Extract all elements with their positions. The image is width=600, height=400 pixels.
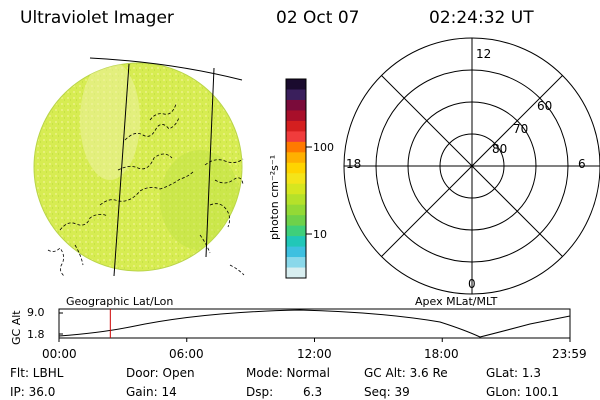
alt-xtick-0600: 06:00: [169, 347, 204, 361]
status-seq: Seq: 39: [364, 385, 410, 399]
status-filter: Flt: LBHL: [10, 366, 64, 380]
status-gain: Gain: 14: [126, 385, 177, 399]
colorbar-segment: [286, 183, 306, 195]
coastline-lines: [47, 103, 245, 277]
mlt-label-12: 12: [476, 47, 491, 61]
mlat-label-80: 80: [492, 142, 507, 156]
colorbar-segment: [286, 246, 306, 258]
date-label: 02 Oct 07: [276, 8, 360, 28]
colorbar-segment: [286, 225, 306, 237]
status-door: Door: Open: [126, 366, 195, 380]
mlat-label-60: 60: [537, 99, 552, 113]
geo-grid-lines: [89, 57, 243, 277]
colorbar-segment: [286, 110, 306, 122]
colorbar-segment: [286, 236, 306, 248]
colorbar-segment: [286, 89, 306, 101]
colorbar-segment: [286, 204, 306, 216]
colorbar: 100 10 photon cm⁻²s⁻¹: [268, 78, 334, 279]
status-mode: Mode: Normal: [246, 366, 330, 380]
image-panel-label: Geographic Lat/Lon: [66, 295, 173, 308]
colorbar-segment: [286, 79, 306, 90]
status-dsp-value: 6.3: [303, 385, 323, 399]
status-glon: GLon: 100.1: [486, 385, 559, 399]
colorbar-segment: [286, 152, 306, 164]
colorbar-segment: [286, 267, 306, 279]
time-label: 02:24:32 UT: [429, 8, 534, 28]
instrument-title: Ultraviolet Imager: [20, 8, 174, 28]
altitude-curve: [58, 309, 571, 338]
status-glat: GLat: 1.3: [486, 366, 541, 380]
colorbar-segment: [286, 99, 306, 111]
alt-ylabel: GC Alt: [10, 310, 23, 345]
colorbar-tick-100: 100: [313, 141, 334, 154]
altitude-plot: 9.0 1.8 GC Alt: [10, 306, 571, 345]
status-ip: IP: 36.0: [10, 385, 56, 399]
polar-grid: [343, 37, 600, 295]
colorbar-tick-10: 10: [313, 228, 327, 241]
colorbar-segment: [286, 162, 306, 174]
mlat-label-70: 70: [513, 122, 528, 136]
colorbar-segment: [286, 173, 306, 185]
colorbar-segment: [286, 131, 306, 143]
status-gc-alt: GC Alt: 3.6 Re: [364, 366, 448, 380]
colorbar-segment: [286, 257, 306, 269]
alt-ytick-1-8: 1.8: [27, 328, 45, 341]
alt-xtick-1800: 18:00: [424, 347, 459, 361]
alt-xtick-2359: 23:59: [552, 347, 587, 361]
alt-ytick-9: 9.0: [27, 306, 45, 319]
status-dsp-label: Dsp:: [246, 385, 274, 399]
colorbar-unit-label: photon cm⁻²s⁻¹: [268, 155, 281, 240]
polar-panel-label: Apex MLat/MLT: [415, 295, 498, 308]
colorbar-segment: [286, 120, 306, 132]
alt-xtick-0000: 00:00: [42, 347, 77, 361]
colorbar-segment: [286, 194, 306, 206]
colorbar-segment: [286, 215, 306, 227]
uv-image-disk: [33, 57, 245, 277]
alt-xtick-1200: 12:00: [297, 347, 332, 361]
colorbar-segment: [286, 141, 306, 153]
mlt-label-6: 6: [578, 157, 586, 171]
mlt-label-18: 18: [346, 157, 361, 171]
mlt-label-0: 0: [468, 277, 476, 291]
